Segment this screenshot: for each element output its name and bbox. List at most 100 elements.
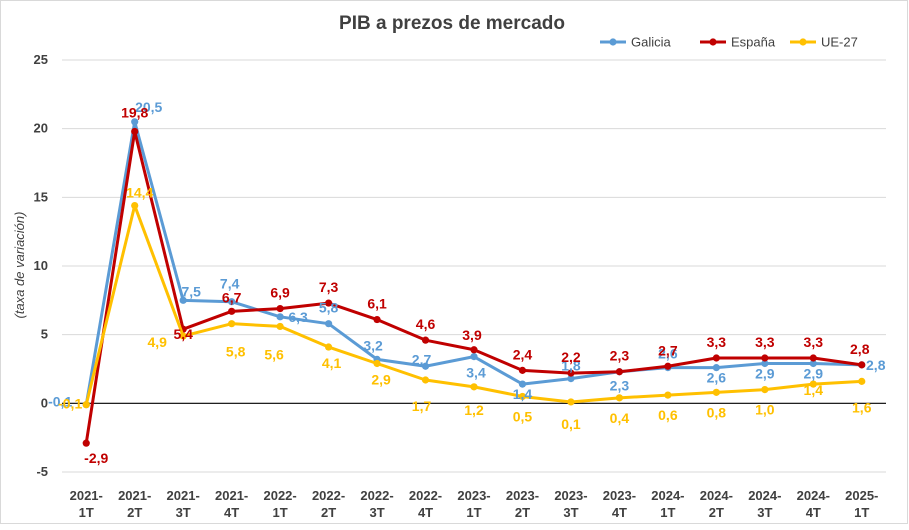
data-label: 2,9 — [371, 372, 391, 388]
data-label: 1,0 — [755, 402, 775, 418]
data-label: 3,3 — [707, 334, 727, 350]
legend-marker — [709, 38, 717, 46]
data-label: -0,1 — [48, 394, 72, 410]
data-point — [761, 354, 769, 362]
x-tick-labels: 2021-1T 2021-2T 2021-3T 2021-4T 2022-1T 2022-… — [70, 488, 879, 520]
data-label: 2,4 — [513, 346, 533, 362]
data-label: 3,9 — [462, 327, 482, 343]
data-point — [421, 376, 430, 384]
x-tick-label: 2022-1T — [263, 488, 296, 520]
x-tick-label: 2025-1T — [845, 488, 878, 520]
data-point — [276, 304, 284, 313]
data-label: 1,4 — [804, 382, 824, 398]
data-label: 2,3 — [610, 348, 630, 364]
x-tick-label: 2022-2T — [312, 488, 345, 520]
data-point — [421, 336, 430, 344]
data-label: 0,4 — [610, 410, 630, 426]
data-point — [858, 377, 866, 385]
data-point — [809, 380, 817, 388]
data-label: 2,6 — [707, 370, 727, 386]
data-point — [228, 298, 236, 306]
data-label: 5,8 — [226, 344, 246, 360]
legend-item: España — [700, 35, 776, 50]
data-point — [131, 118, 139, 126]
legend-item: UE-27 — [790, 35, 858, 50]
data-label: 2,8 — [850, 341, 870, 357]
y-axis-label: (taxa de variación) — [12, 212, 27, 319]
data-label: 0,6 — [658, 407, 678, 423]
legend-marker — [609, 38, 617, 46]
data-label: 2,6 — [658, 346, 678, 362]
x-tick-label: 2021-1T — [70, 488, 103, 520]
data-label: 1,7 — [412, 398, 432, 414]
x-tick-label: 2021-3T — [167, 488, 200, 520]
data-point — [712, 364, 720, 372]
data-label: 6,9 — [270, 285, 290, 301]
data-point — [518, 380, 527, 388]
data-point — [276, 322, 284, 331]
data-label: 5,4 — [173, 326, 193, 342]
gridlines — [62, 59, 886, 473]
series-ue-27 — [82, 201, 866, 409]
data-label: 6,7 — [222, 289, 242, 305]
data-label: 0,5 — [513, 408, 533, 424]
data-point — [324, 320, 333, 328]
data-label: 6,3 — [288, 309, 308, 325]
y-tick-label: -5 — [36, 464, 48, 479]
data-point — [858, 361, 866, 369]
data-point — [712, 388, 720, 396]
data-point — [324, 299, 333, 307]
y-tick-label: 15 — [34, 189, 48, 204]
chart-title: PIB a prezos de mercado — [339, 13, 565, 34]
x-tick-label: 2021-2T — [118, 488, 151, 520]
data-point — [82, 439, 90, 447]
x-tick-label: 2023-4T — [603, 488, 636, 520]
data-point — [131, 201, 139, 210]
data-label: 2,9 — [755, 366, 775, 382]
data-label: 2,2 — [561, 349, 581, 365]
data-point — [82, 401, 90, 409]
data-point — [615, 368, 624, 376]
data-point — [567, 375, 575, 383]
data-label: 1,8 — [561, 358, 581, 374]
data-label: 7,5 — [181, 283, 201, 299]
data-point — [809, 354, 817, 362]
series-espa-a — [82, 127, 866, 447]
data-label: -2,9 — [84, 450, 108, 466]
data-label: 5,6 — [264, 346, 284, 362]
x-tick-label: 2024-4T — [797, 488, 830, 520]
x-tick-label: 2024-2T — [700, 488, 733, 520]
data-label: 3,3 — [804, 334, 824, 350]
data-point — [373, 315, 381, 324]
data-label: 5,8 — [319, 300, 339, 316]
data-label: 1,6 — [852, 399, 872, 415]
data-label: -0,1 — [58, 396, 82, 412]
legend-marker — [799, 38, 807, 46]
legend: Galicia España UE-27 — [600, 35, 858, 50]
legend-item: Galicia — [600, 35, 672, 50]
legend-label: UE-27 — [821, 35, 858, 50]
data-point — [470, 346, 478, 354]
data-point — [373, 359, 381, 368]
x-tick-label: 2022-4T — [409, 488, 442, 520]
legend-label: Galicia — [631, 35, 672, 50]
x-tick-label: 2021-4T — [215, 488, 248, 520]
x-tick-label: 2024-1T — [651, 488, 684, 520]
data-label: 7,3 — [319, 279, 339, 295]
data-label: 4,6 — [416, 316, 436, 332]
data-label: 3,4 — [466, 365, 486, 381]
data-label: 7,4 — [220, 276, 240, 292]
data-point — [131, 127, 139, 136]
data-label: 2,3 — [610, 378, 630, 394]
x-tick-label: 2023-3T — [554, 488, 587, 520]
data-point — [615, 394, 624, 402]
data-point — [809, 359, 817, 368]
x-tick-label: 2023-1T — [457, 488, 490, 520]
data-point — [324, 343, 333, 351]
data-label: 14,4 — [126, 185, 153, 201]
data-point — [712, 354, 720, 362]
data-label: 4,9 — [147, 334, 167, 350]
